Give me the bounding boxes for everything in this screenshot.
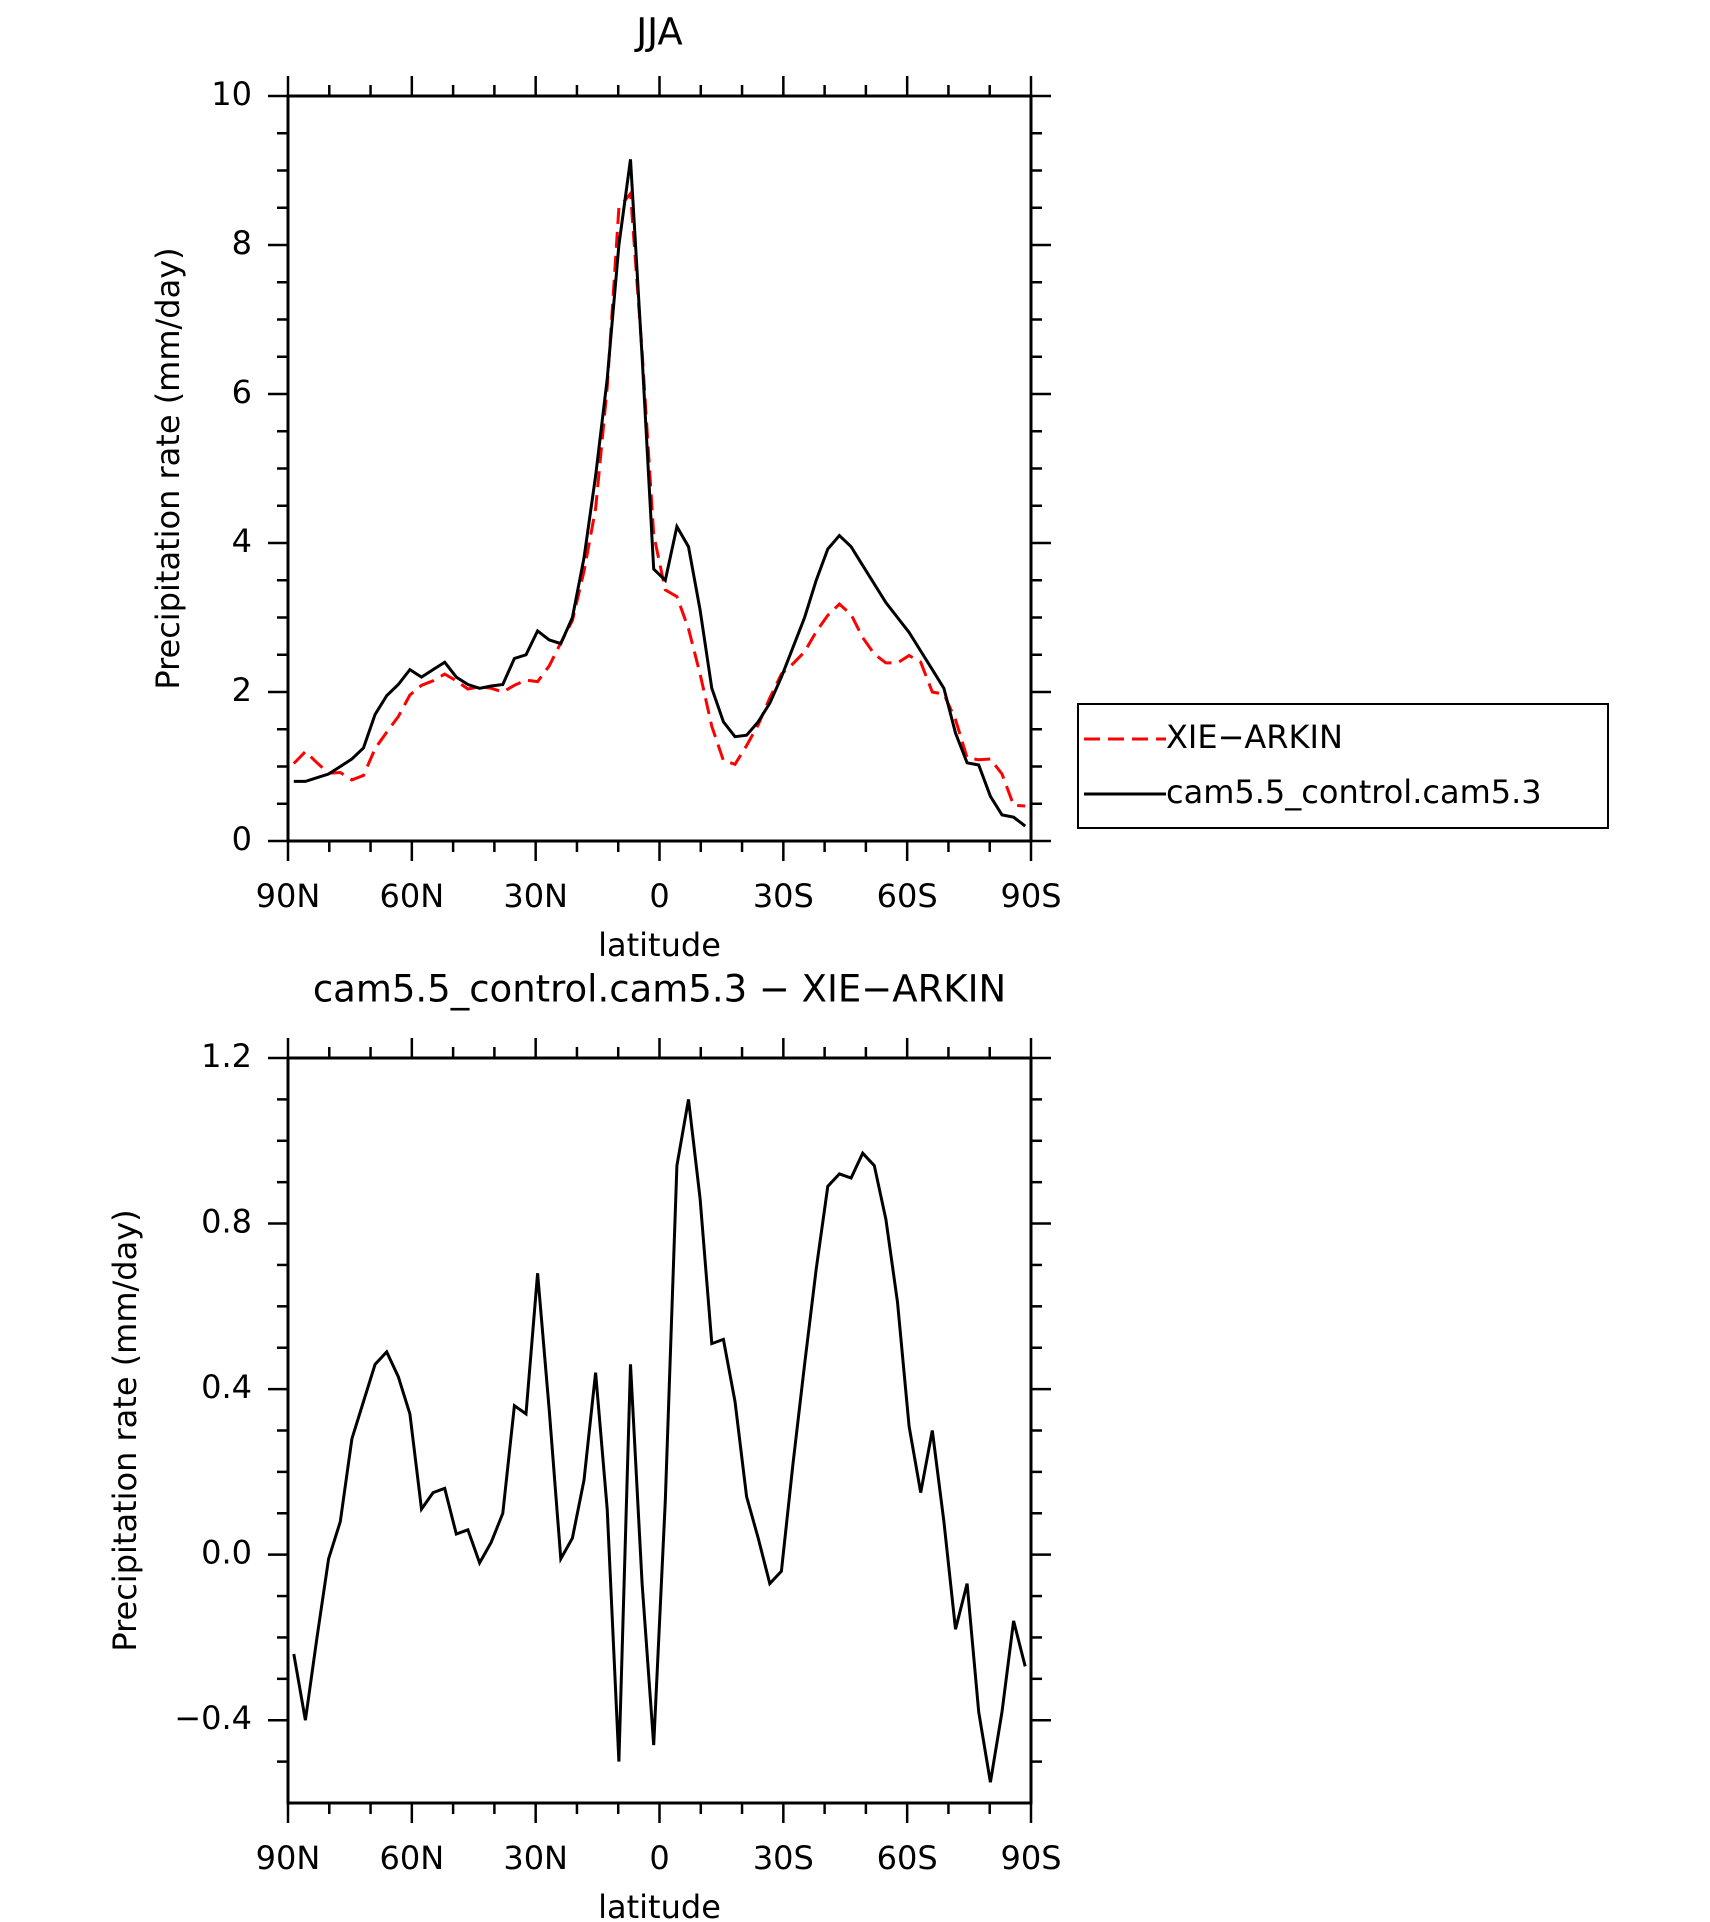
data-line <box>292 1099 1027 1783</box>
x-tick-label: 60N <box>380 1839 445 1877</box>
y-tick-label: 8 <box>232 224 252 262</box>
y-tick-label: 0.4 <box>201 1368 252 1406</box>
x-tick-label: 30N <box>503 1839 568 1877</box>
plot-frame <box>286 94 1033 843</box>
chart-title: cam5.5_control.cam5.3 − XIE−ARKIN <box>313 968 1006 1011</box>
plot-frame <box>286 1056 1033 1805</box>
y-tick-label: 2 <box>232 671 252 709</box>
x-tick-label: 90S <box>1000 1839 1061 1877</box>
y-tick-label: 0.0 <box>201 1534 252 1572</box>
x-tick-label: 60S <box>877 1839 938 1877</box>
x-tick-label: 90S <box>1000 877 1061 915</box>
data-line <box>293 159 1027 828</box>
x-tick-label: 30S <box>753 1839 814 1877</box>
x-tick-label: 60N <box>380 877 445 915</box>
data-line <box>292 189 1026 808</box>
y-tick-label: 4 <box>232 522 252 560</box>
x-tick-label: 0 <box>649 877 669 915</box>
x-tick-label: 0 <box>649 1839 669 1877</box>
x-tick-label: 90N <box>256 1839 321 1877</box>
x-tick-label: 30N <box>503 877 568 915</box>
y-axis-label: Precipitation rate (mm/day) <box>106 1209 144 1651</box>
x-tick-label: 90N <box>256 877 321 915</box>
legend-box <box>1077 703 1609 829</box>
x-tick-label: 60S <box>877 877 938 915</box>
chart-title: JJA <box>634 11 683 54</box>
y-tick-label: 6 <box>232 373 252 411</box>
x-axis-label: latitude <box>598 1888 721 1922</box>
y-tick-label: −0.4 <box>174 1699 252 1737</box>
legend-label: XIE−ARKIN <box>1166 718 1343 756</box>
y-tick-label: 0.8 <box>201 1203 252 1241</box>
legend-label: cam5.5_control.cam5.3 <box>1166 773 1542 811</box>
x-tick-label: 30S <box>753 877 814 915</box>
y-axis-label: Precipitation rate (mm/day) <box>149 247 187 689</box>
y-tick-label: 1.2 <box>201 1037 252 1075</box>
x-axis-label: latitude <box>598 926 721 964</box>
y-tick-label: 0 <box>232 820 252 858</box>
y-tick-label: 10 <box>211 75 252 113</box>
